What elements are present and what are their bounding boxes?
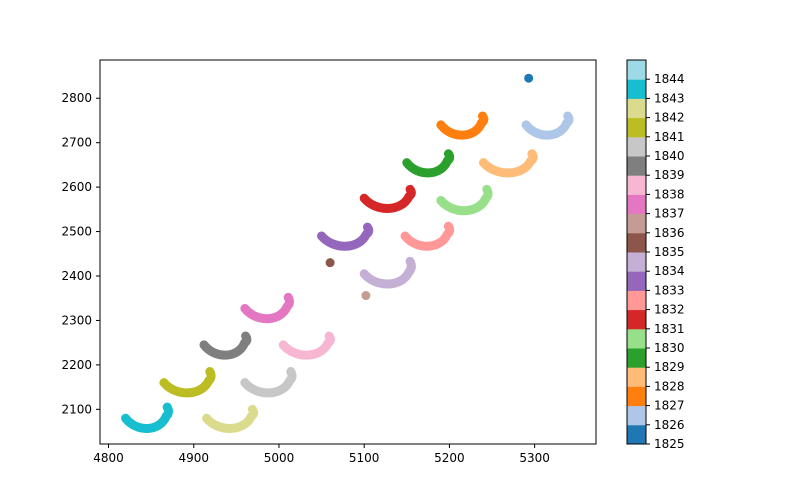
scatter-trajectory-1828 [479, 149, 538, 178]
x-tick-label: 5100 [349, 451, 380, 465]
scatter-trajectory-1832 [400, 221, 455, 251]
colorbar-tick-label: 1835 [654, 245, 685, 259]
x-tick-label: 4900 [178, 451, 209, 465]
x-tick-label: 5000 [264, 451, 295, 465]
colorbar-tick-label: 1842 [654, 111, 685, 125]
scatter-trajectory-1826 [521, 111, 574, 140]
colorbar-segment [627, 271, 646, 291]
colorbar-segment [627, 386, 646, 407]
scatter-trajectory-1834 [359, 256, 416, 289]
y-axis: 2100 2200 2300 2400 2500 2600 2700 2800 [61, 91, 100, 416]
y-tick-label: 2100 [61, 402, 92, 416]
colorbar-tick-label: 1834 [654, 264, 685, 278]
plot-frame [99, 59, 597, 445]
colorbar-segment [627, 252, 646, 272]
y-tick-label: 2300 [61, 313, 92, 327]
colorbar-segment [627, 156, 646, 176]
scatter-trajectory-1827 [436, 111, 489, 140]
y-tick-label: 2500 [61, 225, 92, 239]
scatter-trajectory-1830 [436, 184, 493, 216]
colorbar-segment [627, 98, 646, 119]
colorbar-tick-label: 1841 [654, 130, 685, 144]
scatter-trajectory-1842 [202, 404, 259, 433]
colorbar-tick-label: 1830 [654, 341, 685, 355]
x-tick-label: 5200 [434, 451, 465, 465]
y-tick-label: 2700 [61, 136, 92, 150]
colorbar-segment [627, 290, 646, 311]
colorbar-tick-label: 1838 [654, 187, 685, 201]
colorbar-segment [627, 348, 646, 368]
colorbar-tick-label: 1826 [654, 418, 685, 432]
colorbar-tick-label: 1825 [654, 437, 685, 451]
colorbar-tick-label: 1831 [654, 322, 685, 336]
colorbar-tick-label: 1827 [654, 399, 685, 413]
scatter-trajectory-1831 [359, 184, 416, 213]
scatter-point-1835 [325, 258, 335, 268]
colorbar-tick-label: 1843 [654, 91, 685, 105]
plot-marks [121, 73, 574, 433]
colorbar-tick-label: 1832 [654, 303, 685, 317]
colorbar-segment [627, 60, 646, 80]
colorbar-segment [627, 232, 646, 253]
colorbar-tick-label: 1837 [654, 207, 685, 221]
colorbar-tick-label: 1829 [654, 360, 685, 374]
scatter-trajectory-1829 [402, 149, 455, 178]
colorbar-segment [627, 79, 646, 99]
colorbar: 1825 1826 1827 1828 1829 1830 1831 1832 1833 1834… [626, 59, 685, 451]
colorbar-tick-label: 1828 [654, 379, 685, 393]
scatter-trajectory-1837 [240, 292, 294, 324]
colorbar-segment [627, 213, 646, 234]
colorbar-segment [627, 136, 646, 157]
scatter-point-1825 [524, 73, 534, 83]
scatter-trajectory-1841 [159, 367, 216, 398]
scatter-trajectory-1833 [317, 222, 374, 251]
colorbar-segment [627, 117, 646, 138]
x-axis: 4800 4900 5000 5100 5200 5300 [93, 444, 550, 465]
colorbar-segment [627, 194, 646, 215]
colorbar-tick-label: 1836 [654, 226, 685, 240]
y-tick-label: 2400 [61, 269, 92, 283]
y-tick-label: 2800 [61, 91, 92, 105]
colorbar-segment [627, 405, 646, 426]
scatter-trajectory-1839 [199, 331, 252, 360]
colorbar-segment [627, 328, 646, 349]
colorbar-segment [627, 175, 646, 195]
x-tick-label: 4800 [93, 451, 124, 465]
colorbar-segment [627, 367, 646, 387]
colorbar-tick-label: 1839 [654, 168, 685, 182]
y-tick-label: 2200 [61, 358, 92, 372]
colorbar-tick-label: 1844 [654, 72, 685, 86]
scatter-trajectory-1840 [240, 367, 297, 398]
scatter-point-1836 [361, 291, 371, 301]
colorbar-segment [627, 309, 646, 330]
scatter-trajectory-1838 [278, 331, 335, 360]
colorbar-tick-label: 1833 [654, 283, 685, 297]
x-tick-label: 5300 [519, 451, 550, 465]
scatter-trajectory-1843 [121, 402, 173, 433]
colorbar-tick-label: 1840 [654, 149, 685, 163]
colorbar-segment [627, 424, 646, 445]
y-tick-label: 2600 [61, 180, 92, 194]
